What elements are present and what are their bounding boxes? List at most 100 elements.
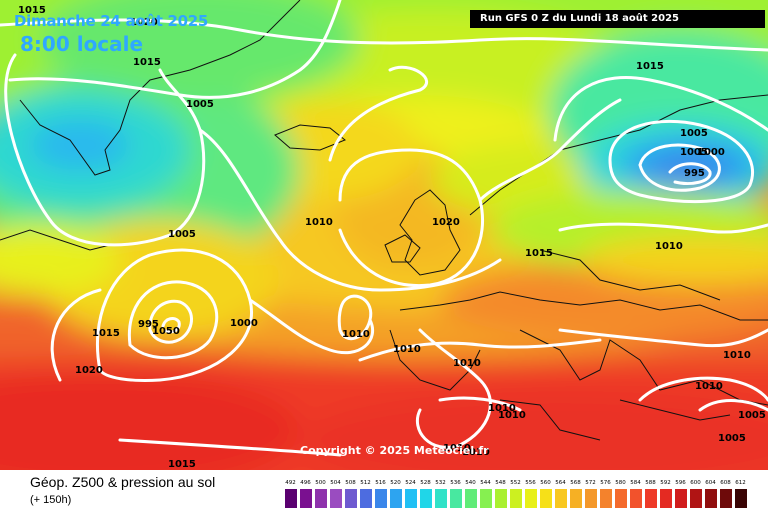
isobar-label: 1010	[462, 447, 490, 458]
legend-label: 576	[600, 480, 611, 486]
legend-swatch	[644, 489, 657, 508]
isobar-label: 1015	[18, 5, 46, 16]
legend-label: 524	[405, 480, 416, 486]
legend-swatch	[734, 489, 747, 508]
legend-label: 552	[510, 480, 521, 486]
forecast-offset: (+ 150h)	[30, 494, 72, 506]
isobar-label: 1010	[305, 217, 333, 228]
isobar-label: 1050	[152, 326, 180, 337]
isobar-label: 1000	[697, 147, 725, 158]
legend-label: 532	[435, 480, 446, 486]
isobar-label: 1010	[342, 329, 370, 340]
copyright: Copyright © 2025 Meteociel.fr	[300, 444, 489, 457]
legend-label: 492	[285, 480, 296, 486]
isobar-label: 1005	[718, 433, 746, 444]
legend-swatch	[434, 489, 447, 508]
legend-label: 500	[315, 480, 326, 486]
isobar-label: 1005	[680, 147, 708, 158]
legend-label: 580	[615, 480, 626, 486]
isobar-label: 1020	[432, 217, 460, 228]
legend-swatch	[464, 489, 477, 508]
legend-label: 516	[375, 480, 386, 486]
isobar-label: 1005	[168, 229, 196, 240]
legend-swatch	[569, 489, 582, 508]
legend-label: 504	[330, 480, 341, 486]
legend-label: 560	[540, 480, 551, 486]
legend-label: 564	[555, 480, 566, 486]
legend-swatch	[689, 489, 702, 508]
isobar-label: 1000	[230, 318, 258, 329]
legend-swatch	[389, 489, 402, 508]
legend-swatch	[539, 489, 552, 508]
isobar-label: 1015	[92, 328, 120, 339]
isobars	[0, 0, 768, 457]
legend-swatch	[524, 489, 537, 508]
weather-map: 1015 1020 1015 1005 1005 995 1050 1000 1015 1020 1…	[0, 0, 768, 470]
legend-label: 608	[720, 480, 731, 486]
legend-swatch	[314, 489, 327, 508]
legend-swatch	[704, 489, 717, 508]
legend-label: 568	[570, 480, 581, 486]
legend-label: 592	[660, 480, 671, 486]
forecast-time: 8:00 locale	[20, 32, 144, 56]
legend-swatch	[674, 489, 687, 508]
run-info: Run GFS 0 Z du Lundi 18 août 2025	[470, 10, 765, 28]
isobar-label: 1015	[168, 459, 196, 470]
isobar-label: 1010	[695, 381, 723, 392]
legend-swatch	[404, 489, 417, 508]
legend-swatch	[659, 489, 672, 508]
isobar-label: 995	[138, 319, 159, 330]
isobar-label: 1010	[393, 344, 421, 355]
isobar-label: 1010	[443, 443, 471, 454]
legend-swatch	[419, 489, 432, 508]
forecast-date: Dimanche 24 août 2025	[14, 12, 209, 30]
isobar-label: 1015	[133, 57, 161, 68]
legend-swatch	[629, 489, 642, 508]
isobar-label: 1005	[680, 128, 708, 139]
legend-label: 520	[390, 480, 401, 486]
isobar-label: 1010	[488, 403, 516, 414]
legend-label: 588	[645, 480, 656, 486]
legend-swatch	[509, 489, 522, 508]
legend-swatch	[584, 489, 597, 508]
legend-swatch	[599, 489, 612, 508]
legend-label: 540	[465, 480, 476, 486]
legend-swatch	[329, 489, 342, 508]
coastlines	[0, 0, 768, 441]
isobar-label: 1015	[525, 248, 553, 259]
footer-bar: Géop. Z500 & pression au sol (+ 150h) 49…	[0, 470, 768, 512]
legend-swatch	[554, 489, 567, 508]
legend-label: 512	[360, 480, 371, 486]
legend-label: 544	[480, 480, 491, 486]
legend-label: 508	[345, 480, 356, 486]
legend-swatch	[479, 489, 492, 508]
isobar-label: 1010	[655, 241, 683, 252]
isobar-label: 1005	[186, 99, 214, 110]
isobar-label: 1010	[453, 358, 481, 369]
legend-swatch	[359, 489, 372, 508]
legend-label: 548	[495, 480, 506, 486]
isobar-label: 1020	[75, 365, 103, 376]
legend-label: 612	[735, 480, 746, 486]
isobar-label: 1010	[723, 350, 751, 361]
color-legend: 492 496 500 504 508 512 516 520 524 528 532 536 540 5…	[284, 478, 752, 510]
legend-swatch	[719, 489, 732, 508]
legend-swatch	[614, 489, 627, 508]
legend-swatch	[299, 489, 312, 508]
legend-swatch	[344, 489, 357, 508]
isobar-label: 1020	[130, 17, 158, 28]
legend-swatch	[284, 489, 297, 508]
legend-label: 604	[705, 480, 716, 486]
legend-swatch	[374, 489, 387, 508]
legend-swatch	[449, 489, 462, 508]
legend-label: 572	[585, 480, 596, 486]
legend-label: 536	[450, 480, 461, 486]
isobar-label: 1015	[636, 61, 664, 72]
isobar-label: 1010	[498, 410, 526, 421]
legend-label: 600	[690, 480, 701, 486]
legend-label: 596	[675, 480, 686, 486]
legend-label: 556	[525, 480, 536, 486]
